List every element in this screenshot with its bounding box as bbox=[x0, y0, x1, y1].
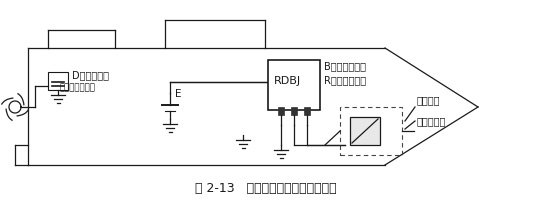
Bar bbox=[48, 72, 68, 90]
Bar bbox=[291, 107, 297, 115]
Text: D（舵接地）: D（舵接地） bbox=[72, 70, 109, 80]
Text: B（恒电位仪）: B（恒电位仪） bbox=[324, 61, 366, 71]
Text: 辅助电极: 辅助电极 bbox=[417, 95, 440, 105]
Text: （推进器接地）: （推进器接地） bbox=[60, 84, 96, 92]
Text: R（参比电极）: R（参比电极） bbox=[324, 75, 366, 85]
Bar bbox=[350, 117, 380, 145]
Text: E: E bbox=[175, 89, 182, 99]
Text: 图 2-13   船体外加电流阴极保护示意: 图 2-13 船体外加电流阴极保护示意 bbox=[195, 182, 337, 196]
Bar bbox=[268, 60, 320, 110]
Bar bbox=[340, 107, 402, 155]
Bar bbox=[278, 107, 284, 115]
Text: RDBJ: RDBJ bbox=[274, 76, 301, 86]
Bar bbox=[304, 107, 310, 115]
Text: 阳极屏蔽层: 阳极屏蔽层 bbox=[417, 116, 446, 126]
